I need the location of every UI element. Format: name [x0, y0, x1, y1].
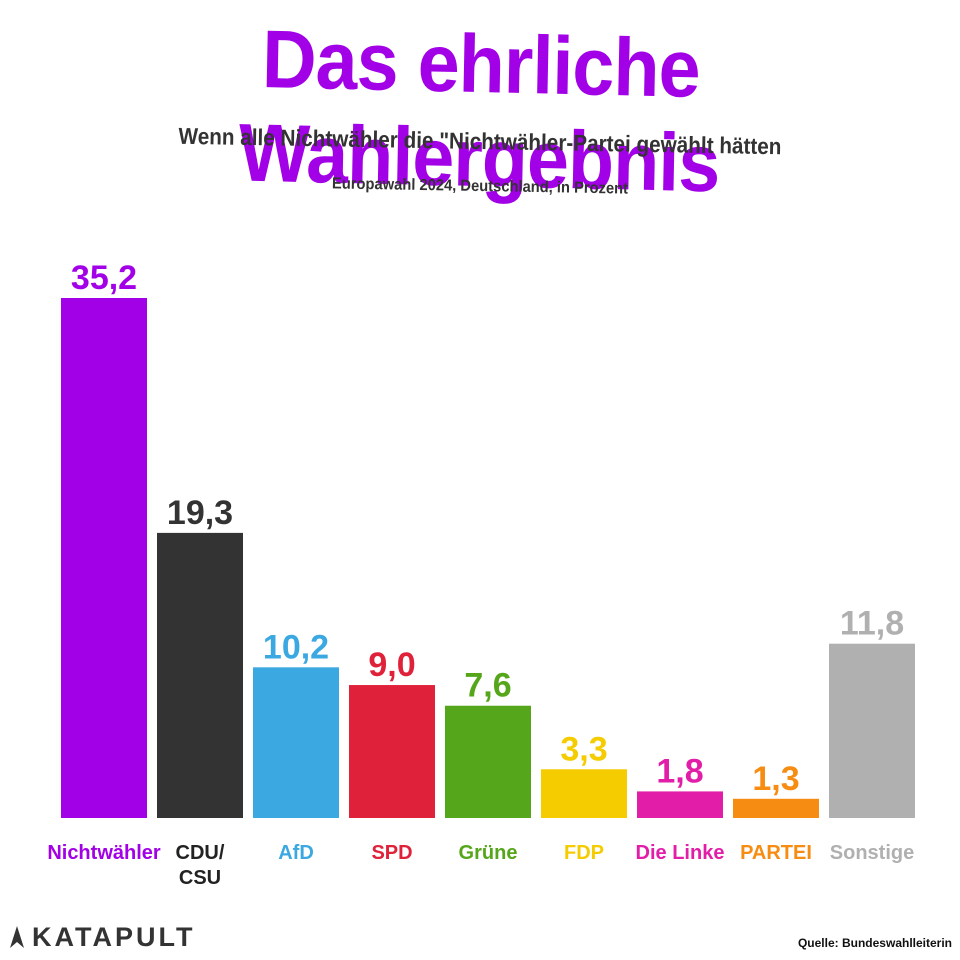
- bar-2: [253, 667, 339, 818]
- value-label-5: 3,3: [560, 730, 607, 768]
- value-label-1: 19,3: [167, 494, 233, 532]
- bar-3: [349, 685, 435, 818]
- logo-text: KATAPULT: [32, 922, 196, 952]
- value-label-4: 7,6: [464, 667, 511, 705]
- category-label-3: SPD: [371, 842, 412, 864]
- value-label-2: 10,2: [263, 628, 329, 666]
- value-label-6: 1,8: [656, 752, 703, 790]
- category-label-2-line-0: AfD: [278, 842, 314, 864]
- value-label-8: 11,8: [840, 605, 904, 643]
- value-label-7: 1,3: [752, 760, 799, 798]
- category-label-3-line-0: SPD: [371, 842, 412, 864]
- category-label-7-line-0: PARTEI: [740, 842, 812, 864]
- category-label-1: CDU/CSU: [176, 842, 225, 889]
- katapult-logo-icon: [10, 925, 24, 948]
- category-label-0-line-0: Nichtwähler: [47, 842, 161, 864]
- bar-7: [733, 798, 819, 818]
- bar-1: [157, 532, 243, 818]
- katapult-logo: KATAPULT: [8, 922, 195, 953]
- category-label-1-line-0: CDU/: [176, 842, 225, 864]
- category-label-0: Nichtwähler: [47, 842, 161, 864]
- category-label-1-line-1: CSU: [179, 867, 221, 889]
- category-label-5-line-0: FDP: [564, 842, 604, 864]
- bar-4: [445, 705, 531, 818]
- bar-0: [61, 298, 147, 818]
- category-label-4: Grüne: [459, 842, 518, 864]
- category-label-6: Die Linke: [636, 842, 725, 864]
- category-label-8-line-0: Sonstige: [830, 842, 914, 864]
- value-label-3: 9,0: [368, 646, 415, 684]
- category-label-6-line-0: Die Linke: [636, 842, 725, 864]
- category-label-8: Sonstige: [830, 842, 914, 864]
- value-label-0: 35,2: [71, 259, 137, 297]
- category-label-7: PARTEI: [740, 842, 812, 864]
- bar-5: [541, 769, 627, 818]
- bar-8: [829, 643, 915, 818]
- bar-6: [637, 791, 723, 818]
- category-label-2: AfD: [278, 842, 314, 864]
- category-label-5: FDP: [564, 842, 604, 864]
- category-label-4-line-0: Grüne: [459, 842, 518, 864]
- source-note: Quelle: Bundeswahlleiterin: [797, 936, 952, 950]
